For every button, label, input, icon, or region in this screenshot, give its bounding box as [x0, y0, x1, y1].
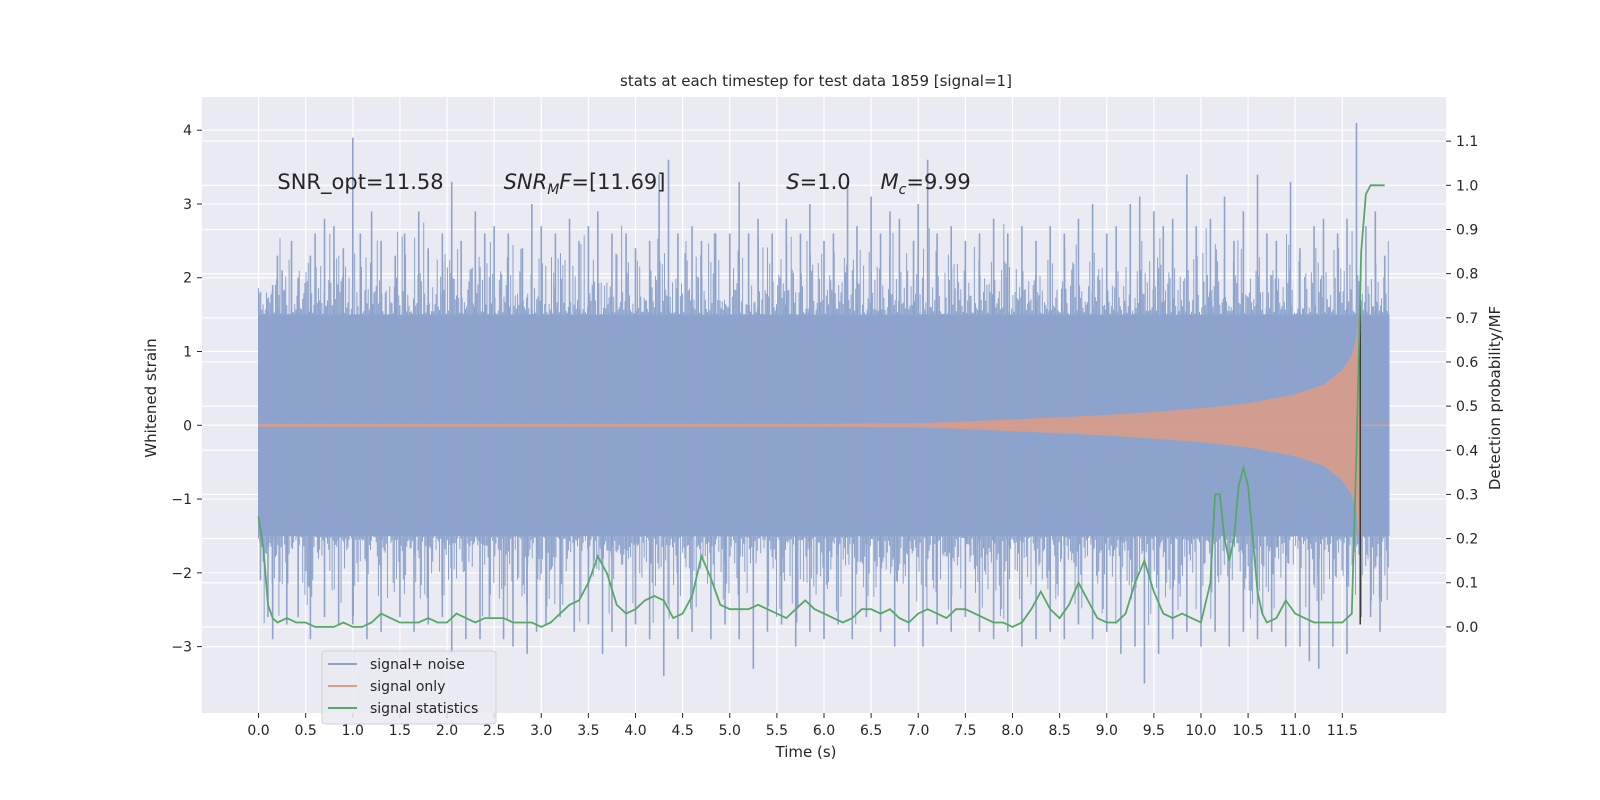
chart-title: stats at each timestep for test data 185… — [620, 72, 1012, 90]
x-tick-label-22: 11.0 — [1280, 723, 1311, 739]
y-right-tick-label-3: 0.3 — [1456, 487, 1478, 503]
x-tick-label-15: 7.5 — [954, 723, 976, 739]
x-tick-label-12: 6.0 — [813, 723, 835, 739]
annotation-1-part-2: F — [559, 170, 572, 194]
y-axis-right-label: Detection probability/MF — [1486, 306, 1504, 490]
x-tick-label-16: 8.0 — [1001, 723, 1023, 739]
signal-statistics-series — [257, 184, 1385, 628]
y-right-tick-label-9: 0.9 — [1456, 222, 1478, 238]
y-axis-left-ticks: −3 −2 −1 0 1 2 3 4 — [171, 123, 202, 656]
y-right-tick-label-6: 0.6 — [1456, 355, 1478, 371]
x-tick-label-5: 2.5 — [483, 723, 505, 739]
x-tick-label-13: 6.5 — [860, 723, 882, 739]
y-left-tick-label-7: 4 — [183, 123, 192, 139]
annotation-1-part-1: M — [547, 182, 559, 198]
legend-label-signal-noise: signal+ noise — [370, 657, 465, 673]
annotation-1-part-0: SNR — [504, 170, 548, 194]
y-left-tick-label-2: −1 — [171, 492, 192, 508]
y-right-tick-label-10: 1.0 — [1456, 178, 1478, 194]
x-axis-label: Time (s) — [775, 743, 837, 761]
y-left-tick-label-5: 2 — [183, 271, 192, 287]
signal-statistics-line — [257, 184, 1385, 628]
annotation-2-part-0: S — [786, 170, 799, 194]
x-tick-label-2: 1.0 — [342, 723, 364, 739]
x-tick-label-14: 7.0 — [907, 723, 929, 739]
annotation-2: S=1.0 — [786, 170, 850, 194]
annotation-1: SNRMF=[11.69] — [504, 170, 666, 198]
y-right-tick-label-4: 0.4 — [1456, 443, 1478, 459]
x-tick-label-10: 5.0 — [719, 723, 741, 739]
x-tick-label-0: 0.0 — [247, 723, 269, 739]
x-tick-label-4: 2.0 — [436, 723, 458, 739]
legend-label-signal-only: signal only — [370, 679, 445, 695]
annotation-2-part-1: =1.0 — [800, 170, 851, 194]
x-tick-label-20: 10.0 — [1185, 723, 1216, 739]
x-tick-label-1: 0.5 — [295, 723, 317, 739]
x-tick-label-9: 4.5 — [672, 723, 694, 739]
legend-box — [321, 650, 497, 725]
annotation-3: Mc=9.99 — [881, 170, 971, 198]
y-left-tick-label-1: −2 — [171, 566, 192, 582]
annotations: SNR_opt=11.58 SNRMF=[11.69] S=1.0 Mc=9.99 — [277, 170, 970, 198]
annotation-0: SNR_opt=11.58 — [277, 170, 443, 195]
annotation-3-part-1: c — [899, 182, 907, 198]
legend-label-signal-statistics: signal statistics — [370, 701, 478, 717]
x-tick-label-19: 9.5 — [1143, 723, 1165, 739]
legend: signal+ noise signal only signal statist… — [321, 650, 497, 725]
y-axis-right-ticks: 0.0 0.1 0.2 0.3 0.4 0.5 0.6 0.7 0.8 0.9 1.0 1.1 — [1446, 134, 1478, 636]
y-right-tick-label-11: 1.1 — [1456, 134, 1478, 150]
annotation-0-part-0: SNR_opt=11.58 — [277, 170, 443, 195]
signal-only-series — [258, 307, 1390, 544]
y-right-tick-label-0: 0.0 — [1456, 620, 1478, 636]
x-tick-label-17: 8.5 — [1048, 723, 1070, 739]
x-tick-label-21: 10.5 — [1233, 723, 1264, 739]
x-tick-label-11: 5.5 — [766, 723, 788, 739]
y-right-tick-label-7: 0.7 — [1456, 311, 1478, 327]
x-tick-label-3: 1.5 — [389, 723, 411, 739]
y-right-tick-label-2: 0.2 — [1456, 532, 1478, 548]
x-tick-label-8: 4.0 — [624, 723, 646, 739]
x-tick-label-18: 9.0 — [1096, 723, 1118, 739]
x-tick-label-23: 11.5 — [1327, 723, 1358, 739]
y-right-tick-label-5: 0.5 — [1456, 399, 1478, 415]
y-right-tick-label-8: 0.8 — [1456, 267, 1478, 283]
annotation-1-part-3: =[11.69] — [571, 170, 665, 194]
y-left-tick-label-0: −3 — [171, 640, 192, 656]
y-left-tick-label-3: 0 — [183, 418, 192, 434]
x-tick-label-6: 3.0 — [530, 723, 552, 739]
y-left-tick-label-4: 1 — [183, 345, 192, 361]
x-tick-label-7: 3.5 — [577, 723, 599, 739]
annotation-3-part-0: M — [881, 170, 899, 194]
y-axis-left-label: Whitened strain — [142, 338, 160, 457]
y-left-tick-label-6: 3 — [183, 197, 192, 213]
y-right-tick-label-1: 0.1 — [1456, 576, 1478, 592]
annotation-3-part-2: =9.99 — [906, 170, 970, 194]
